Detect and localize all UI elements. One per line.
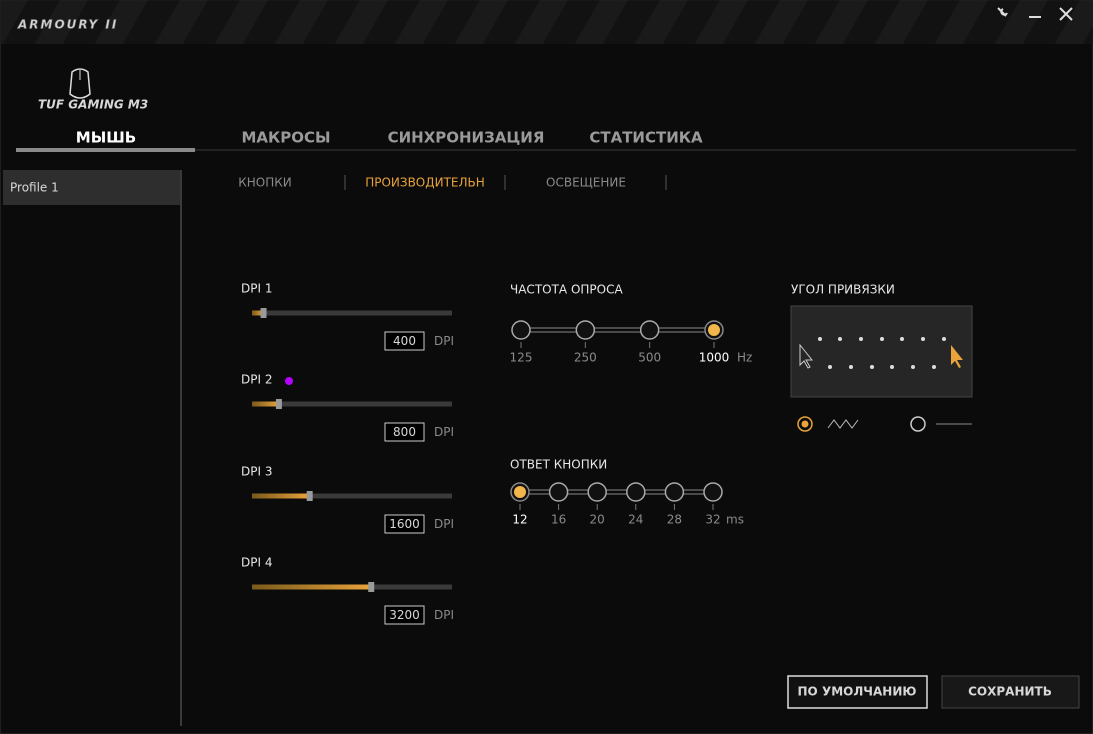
default-button-label[interactable]: ПО УМОЛЧАНИЮ xyxy=(798,685,917,699)
dpi-label: DPI 4 xyxy=(241,556,272,570)
profile-name[interactable]: Profile 1 xyxy=(10,181,59,195)
dpi-fill xyxy=(252,493,310,499)
dpi-unit: DPI xyxy=(434,608,454,622)
settings-button[interactable] xyxy=(997,7,1008,17)
angle-title: УГОЛ ПРИВЯЗКИ xyxy=(791,283,895,297)
step-label: 32 xyxy=(705,513,720,527)
step-unit: Hz xyxy=(737,351,752,365)
app-title: ARMOURY II xyxy=(17,18,118,32)
device-logo xyxy=(69,68,91,99)
step-label: 12 xyxy=(512,513,527,527)
step-label: 28 xyxy=(667,513,682,527)
step-option[interactable] xyxy=(639,320,660,340)
dpi-fill xyxy=(252,584,372,590)
dpi-value-box[interactable] xyxy=(384,514,425,534)
step-option[interactable] xyxy=(587,482,607,502)
dpi-thumb[interactable] xyxy=(260,308,267,318)
step-option[interactable] xyxy=(575,320,596,340)
header-band xyxy=(0,0,1093,44)
sub-tab[interactable]: КНОПКИ xyxy=(238,176,292,190)
dpi-thumb[interactable] xyxy=(368,582,375,592)
close-button[interactable] xyxy=(1059,7,1073,21)
angle-off-radio[interactable] xyxy=(910,416,926,432)
angle-preview xyxy=(790,305,973,398)
profile-item[interactable] xyxy=(3,170,180,205)
main-tab[interactable]: МАКРОСЫ xyxy=(241,129,330,147)
dpi-indicator xyxy=(285,377,293,385)
main-tab[interactable]: СИНХРОНИЗАЦИЯ xyxy=(388,129,545,147)
active-tab-underline xyxy=(16,148,195,152)
step-label: 20 xyxy=(590,513,605,527)
dpi-value: 3200 xyxy=(389,608,420,622)
dpi-track[interactable] xyxy=(252,310,452,316)
step-label: 16 xyxy=(551,513,566,527)
dpi-label: DPI 1 xyxy=(241,282,272,296)
step-option[interactable] xyxy=(664,482,685,502)
dpi-label: DPI 2 xyxy=(241,373,272,387)
step-option[interactable] xyxy=(626,482,646,502)
dpi-unit: DPI xyxy=(434,334,454,348)
dpi-fill xyxy=(252,401,279,407)
step-label: 125 xyxy=(510,351,533,365)
step-selected xyxy=(514,486,526,498)
device-name: TUF GAMING M3 xyxy=(38,98,148,112)
save-button-label[interactable]: СОХРАНИТЬ xyxy=(968,685,1052,699)
save-button[interactable] xyxy=(941,675,1080,709)
sub-tab[interactable]: ПРОИЗВОДИТЕЛЬН xyxy=(365,176,485,190)
dpi-label: DPI 3 xyxy=(241,465,272,479)
default-button[interactable] xyxy=(787,675,928,709)
step-label: 24 xyxy=(628,513,643,527)
step-label: 1000 xyxy=(699,351,730,365)
step-option[interactable] xyxy=(511,320,531,340)
sub-tab[interactable]: ОСВЕЩЕНИЕ xyxy=(546,176,626,190)
step-label: 250 xyxy=(574,351,597,365)
window-controls[interactable] xyxy=(997,7,1073,21)
step-unit: ms xyxy=(726,513,744,527)
angle-toggle[interactable] xyxy=(797,416,972,432)
dpi-fill xyxy=(252,310,264,316)
dpi-track[interactable] xyxy=(252,493,452,499)
dpi-value-box[interactable] xyxy=(384,422,425,442)
dpi-thumb[interactable] xyxy=(306,491,313,501)
dpi-value: 400 xyxy=(393,334,416,348)
dpi-value-box[interactable] xyxy=(384,331,425,351)
polling-title: ЧАСТОТА ОПРОСА xyxy=(510,283,623,297)
dpi-value-box[interactable] xyxy=(384,605,425,625)
step-option[interactable] xyxy=(548,482,569,502)
dpi-track[interactable] xyxy=(252,401,452,407)
main-tab[interactable]: МЫШЬ xyxy=(76,129,136,147)
main-tab[interactable]: СТАТИСТИКА xyxy=(589,129,703,147)
dpi-value: 1600 xyxy=(389,517,420,531)
angle-on-radio[interactable] xyxy=(797,416,813,432)
dpi-value: 800 xyxy=(393,425,416,439)
dpi-thumb[interactable] xyxy=(275,399,282,409)
dpi-unit: DPI xyxy=(434,517,454,531)
dpi-unit: DPI xyxy=(434,425,454,439)
step-label: 500 xyxy=(638,351,661,365)
step-option[interactable] xyxy=(703,482,723,502)
step-selected xyxy=(708,324,720,336)
response-title: ОТВЕТ КНОПКИ xyxy=(510,458,607,472)
